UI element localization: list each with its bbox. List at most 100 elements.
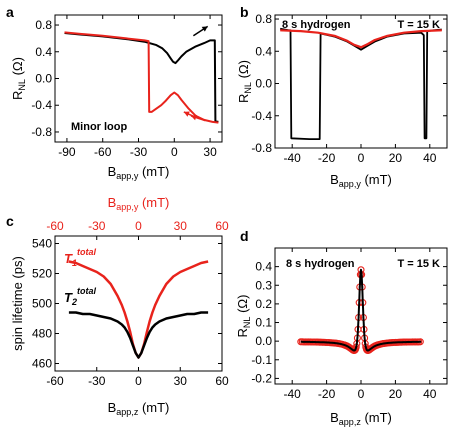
panel-label-a: a — [6, 4, 14, 20]
y-tick-label: -0.8 — [251, 141, 272, 155]
panel-label-b: b — [240, 4, 249, 20]
x-tick-label: 40 — [423, 151, 437, 165]
x-axis-label: Bapp,z (mT) — [330, 410, 392, 427]
y-axis-label: RNL (Ω) — [235, 295, 252, 338]
y-axis-label-sub: NL — [242, 317, 252, 329]
y-tick-label: 0.8 — [255, 12, 272, 26]
y-tick-label: 520 — [32, 267, 52, 281]
y-tick-label: 0.1 — [255, 316, 272, 330]
y-tick-label: -0.2 — [251, 371, 272, 385]
x-tick-label: -40 — [284, 387, 302, 401]
x-tick-label: -30 — [130, 145, 148, 159]
x-tick-label: -60 — [46, 374, 64, 388]
y-tick-label: -0.8 — [31, 125, 52, 139]
panel-c: -60 -30 0 30 60 460 480 500 520 540 Bapp,z (mT) spi… — [10, 195, 229, 417]
series-line-black — [64, 32, 219, 123]
x-tick-label: -30 — [88, 374, 106, 388]
y-tick-label: 0.4 — [255, 44, 272, 58]
fit-line — [300, 268, 422, 352]
x-axis-label-main: B — [108, 400, 117, 415]
arrow-head — [183, 111, 190, 117]
y-tick-label: 500 — [32, 297, 52, 311]
x-tick-label: 20 — [389, 387, 403, 401]
y-axis-label-sub: NL — [243, 82, 253, 94]
legend-label-red: T1total — [64, 247, 96, 268]
y-axis-label-main: R — [236, 94, 251, 103]
annotation-hydrogen: 8 s hydrogen — [286, 258, 355, 270]
annotation-temperature: T = 15 K — [398, 258, 441, 270]
x-tick-label: -40 — [284, 151, 302, 165]
x-axis-label-unit: (mT) — [138, 400, 169, 415]
y-axis-label-main: R — [235, 328, 250, 337]
y-tick-label: 0.3 — [255, 278, 272, 292]
series-line-red — [280, 29, 442, 49]
y-axis-label-unit: (Ω) — [10, 57, 25, 79]
y-tick-label: 0.0 — [35, 72, 52, 86]
panel-a: -90 -60 -30 0 30 -0.8 -0.4 0.0 0.4 0.8 Bapp,y (mT)… — [10, 14, 223, 181]
x-tick-label: 60 — [215, 374, 229, 388]
y-tick-label: 0.8 — [35, 18, 52, 32]
x-tick-label: 30 — [203, 145, 217, 159]
legend-label-black: T2total — [64, 286, 96, 307]
x-axis-label-unit: (mT) — [361, 172, 392, 187]
y-axis-label-sub: NL — [17, 79, 27, 91]
y-tick-label: -0.1 — [251, 353, 272, 367]
x2-tick-label: -60 — [46, 219, 64, 233]
x-tick-label: 40 — [423, 387, 437, 401]
series-line-black — [280, 27, 442, 141]
x2-tick-label: 0 — [135, 219, 142, 233]
x-axis-label-unit: (mT) — [361, 410, 392, 425]
panel-d: -40 -20 0 20 40 -0.2 -0.1 0.0 0.1 0.2 0.3 0.4 Bapp,z… — [235, 247, 448, 427]
panel-label-d: d — [240, 228, 249, 244]
legend-sup: total — [77, 247, 96, 257]
x-tick-label: 0 — [135, 374, 142, 388]
x-axis-label: Bapp,y (mT) — [108, 164, 170, 181]
x-tick-label: -20 — [318, 151, 336, 165]
x-tick-label: -60 — [94, 145, 112, 159]
x2-axis-label-unit: (mT) — [138, 195, 169, 210]
x-axis-label-main: B — [330, 172, 339, 187]
x2-axis-label-sub: app,y — [116, 202, 139, 212]
legend-sub: 1 — [72, 258, 77, 268]
x2-axis-label: Bapp,y (mT) — [108, 195, 170, 212]
y-axis-label: RNL (Ω) — [10, 57, 27, 100]
series-line-red — [68, 260, 209, 359]
y-tick-label: -0.4 — [31, 98, 52, 112]
annotation-temperature: T = 15 K — [398, 19, 441, 31]
series-line-red — [64, 31, 219, 124]
x-axis-label-sub: app,y — [116, 171, 139, 181]
x2-tick-label: -30 — [88, 219, 106, 233]
x2-tick-label: 60 — [215, 219, 229, 233]
y-axis-label-main: R — [10, 91, 25, 100]
arrow-head — [201, 26, 208, 32]
y-tick-label: 0.0 — [255, 77, 272, 91]
x-axis-label-sub: app,z — [116, 407, 139, 417]
x-axis-label-sub: app,z — [339, 417, 362, 427]
y-tick-label: 480 — [32, 327, 52, 341]
arrow-head — [190, 114, 197, 121]
annotation-minor-loop: Minor loop — [71, 121, 127, 133]
annotation-hydrogen: 8 s hydrogen — [282, 19, 351, 31]
x-tick-label: 0 — [358, 151, 365, 165]
plot-frame — [274, 14, 448, 149]
x-tick-label: -20 — [318, 387, 336, 401]
x-axis-label-unit: (mT) — [138, 164, 169, 179]
y-axis-label-unit: (Ω) — [236, 60, 251, 82]
x2-tick-label: 30 — [174, 219, 188, 233]
x-tick-label: 30 — [174, 374, 188, 388]
y-tick-label: 0.0 — [255, 334, 272, 348]
y-tick-label: -0.4 — [251, 109, 272, 123]
y-axis-label: RNL (Ω) — [236, 60, 253, 103]
x-axis-label-main: B — [108, 164, 117, 179]
y-tick-label: 0.2 — [255, 297, 272, 311]
panel-label-c: c — [6, 213, 14, 229]
x-axis-label: Bapp,z (mT) — [108, 400, 170, 417]
series-line-black — [68, 311, 209, 359]
legend-main: T — [64, 290, 73, 305]
x-axis-label: Bapp,y (mT) — [330, 172, 392, 189]
legend-sup: total — [77, 286, 96, 296]
y-tick-label: 0.4 — [35, 45, 52, 59]
x-tick-label: 0 — [358, 387, 365, 401]
x-tick-label: 0 — [171, 145, 178, 159]
